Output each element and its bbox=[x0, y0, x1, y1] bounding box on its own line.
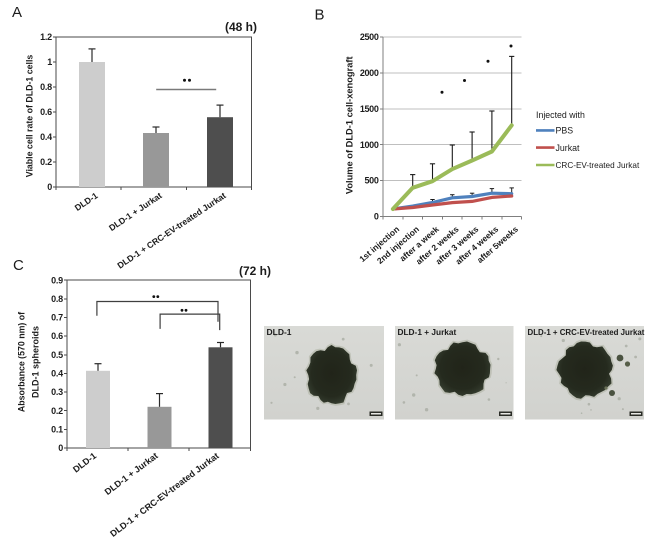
svg-text:PBS: PBS bbox=[556, 126, 574, 136]
svg-text:1: 1 bbox=[47, 57, 52, 67]
svg-text:0: 0 bbox=[47, 182, 52, 192]
svg-text:DLD-1 + CRC-EV-treated Jurkat: DLD-1 + CRC-EV-treated Jurkat bbox=[115, 190, 227, 270]
svg-text:0.7: 0.7 bbox=[51, 313, 63, 323]
svg-text:DLD-1 + CRC-EV-treated Jurkat: DLD-1 + CRC-EV-treated Jurkat bbox=[108, 451, 220, 539]
svg-text:0.9: 0.9 bbox=[51, 275, 63, 285]
svg-text:DLD-1 + Jurkat: DLD-1 + Jurkat bbox=[398, 327, 457, 337]
svg-text:0.8: 0.8 bbox=[40, 82, 52, 92]
svg-text:DLD-1: DLD-1 bbox=[73, 190, 100, 213]
svg-text:0.6: 0.6 bbox=[40, 107, 52, 117]
svg-text:(72 h): (72 h) bbox=[239, 264, 271, 278]
svg-text:1.2: 1.2 bbox=[40, 32, 52, 42]
svg-text:500: 500 bbox=[365, 176, 379, 186]
svg-text:C: C bbox=[13, 257, 24, 274]
svg-text:0.1: 0.1 bbox=[51, 425, 63, 435]
svg-text:0.5: 0.5 bbox=[51, 350, 63, 360]
svg-text:1000: 1000 bbox=[360, 140, 379, 150]
svg-text:DLD-1: DLD-1 bbox=[267, 327, 292, 337]
svg-text:B: B bbox=[315, 7, 325, 24]
svg-text:DLD-1: DLD-1 bbox=[71, 451, 98, 475]
svg-text:0.4: 0.4 bbox=[40, 132, 52, 142]
svg-text:Absorbance (570 nm) of: Absorbance (570 nm) of bbox=[17, 312, 27, 412]
svg-text:Injected with: Injected with bbox=[536, 110, 585, 120]
svg-text:DLD-1 spheroids: DLD-1 spheroids bbox=[31, 326, 41, 398]
svg-text:2000: 2000 bbox=[360, 68, 379, 78]
svg-text:0.2: 0.2 bbox=[51, 406, 63, 416]
svg-text:DLD-1 + Jurkat: DLD-1 + Jurkat bbox=[107, 190, 164, 233]
svg-text:0: 0 bbox=[58, 443, 63, 453]
svg-text:(48 h): (48 h) bbox=[225, 20, 257, 34]
svg-text:2500: 2500 bbox=[360, 32, 379, 42]
svg-text:DLD-1 + Jurkat: DLD-1 + Jurkat bbox=[103, 451, 160, 497]
svg-text:Jurkat: Jurkat bbox=[556, 143, 581, 153]
svg-text:CRC-EV-treated Jurkat: CRC-EV-treated Jurkat bbox=[556, 161, 640, 170]
svg-text:0.2: 0.2 bbox=[40, 157, 52, 167]
svg-text:1500: 1500 bbox=[360, 104, 379, 114]
svg-text:A: A bbox=[12, 4, 22, 21]
svg-text:Viable cell rate of DLD-1 cell: Viable cell rate of DLD-1 cells bbox=[24, 55, 34, 178]
svg-text:0.6: 0.6 bbox=[51, 331, 63, 341]
svg-text:0.8: 0.8 bbox=[51, 294, 63, 304]
svg-text:DLD-1 + CRC-EV-treated Jurkat: DLD-1 + CRC-EV-treated Jurkat bbox=[528, 328, 645, 337]
svg-text:0: 0 bbox=[374, 212, 379, 222]
svg-text:0.3: 0.3 bbox=[51, 387, 63, 397]
svg-text:Volume of DLD-1 cell-xenograft: Volume of DLD-1 cell-xenograft bbox=[344, 56, 354, 194]
svg-text:0.4: 0.4 bbox=[51, 369, 63, 379]
